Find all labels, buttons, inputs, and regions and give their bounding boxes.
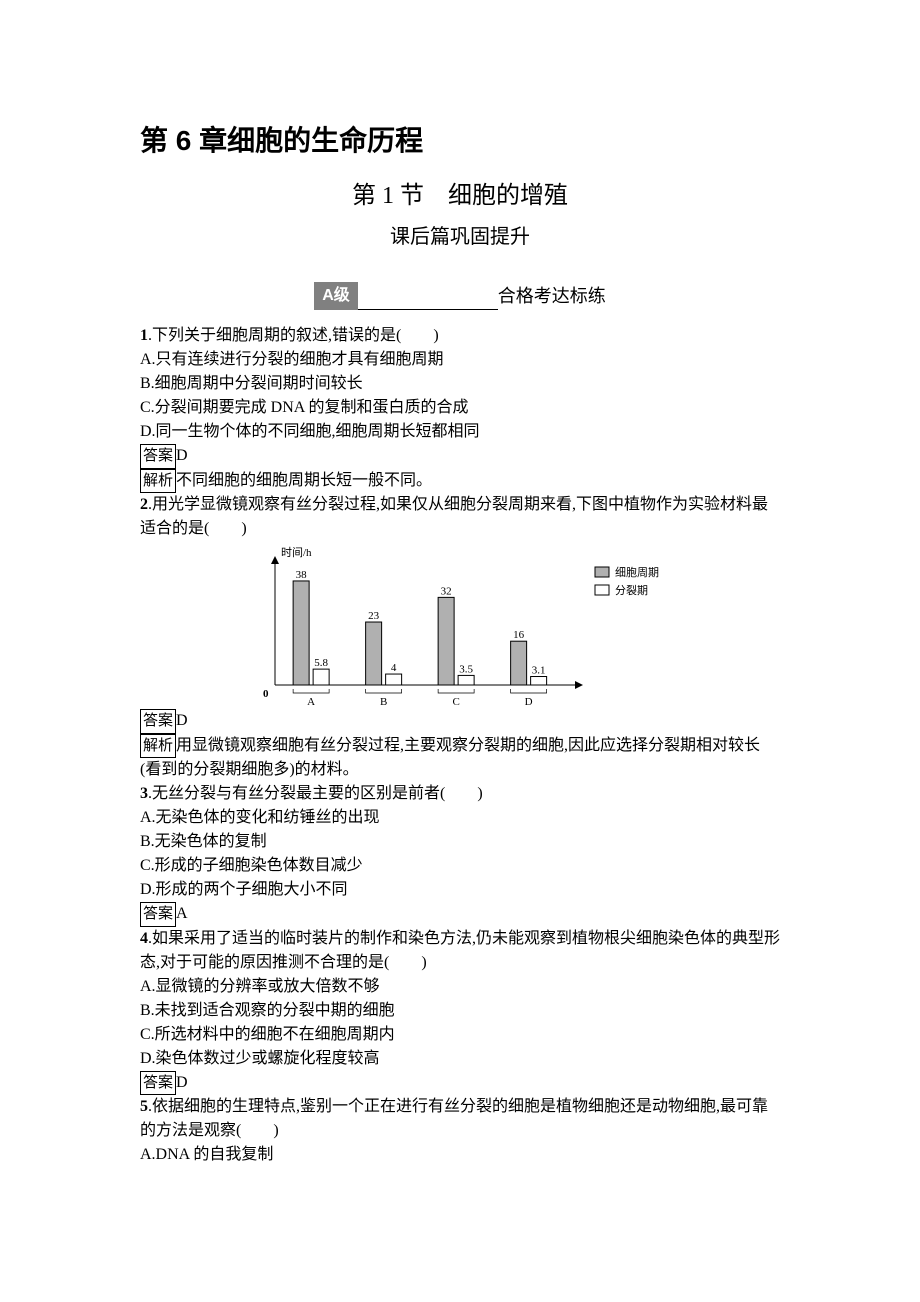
q1-opt-d: D.同一生物个体的不同细胞,细胞周期长短都相同 — [140, 420, 780, 444]
level-row: A级 合格考达标练 — [140, 282, 780, 310]
q1-exp: 不同细胞的细胞周期长短一般不同。 — [176, 472, 432, 489]
svg-text:分裂期: 分裂期 — [615, 584, 648, 597]
q1-stem-text: .下列关于细胞周期的叙述,错误的是( ) — [148, 327, 439, 344]
q5-stem: 5.依据细胞的生理特点,鉴别一个正在进行有丝分裂的细胞是植物细胞还是动物细胞,最… — [140, 1095, 780, 1143]
q1-ans: D — [176, 447, 188, 464]
explain-label: 解析 — [140, 734, 176, 759]
svg-text:0: 0 — [263, 688, 269, 700]
q5-opt-a: A.DNA 的自我复制 — [140, 1143, 780, 1167]
q5-stem-text: .依据细胞的生理特点,鉴别一个正在进行有丝分裂的细胞是植物细胞还是动物细胞,最可… — [140, 1098, 768, 1139]
q2-num: 2 — [140, 496, 148, 513]
q3-opt-b: B.无染色体的复制 — [140, 830, 780, 854]
q4-num: 4 — [140, 930, 148, 947]
q4-stem-text: .如果采用了适当的临时装片的制作和染色方法,仍未能观察到植物根尖细胞染色体的典型… — [140, 930, 780, 971]
svg-text:细胞周期: 细胞周期 — [615, 566, 659, 579]
q3-num: 3 — [140, 785, 148, 802]
chapter-title: 第 6 章细胞的生命历程 — [140, 120, 780, 162]
explain-label: 解析 — [140, 469, 176, 494]
q4-opt-b: B.未找到适合观察的分裂中期的细胞 — [140, 999, 780, 1023]
answer-label: 答案 — [140, 902, 176, 927]
svg-text:时间/h: 时间/h — [281, 546, 312, 559]
q4-opt-a: A.显微镜的分辨率或放大倍数不够 — [140, 975, 780, 999]
q1-num: 1 — [140, 327, 148, 344]
subtitle-suffix: 巩固提升 — [450, 226, 530, 248]
answer-label: 答案 — [140, 1071, 176, 1096]
q1-answer: 答案D — [140, 444, 780, 469]
svg-text:38: 38 — [296, 569, 308, 581]
q4-ans: D — [176, 1074, 188, 1091]
svg-text:5.8: 5.8 — [314, 657, 328, 669]
q1-explain: 解析不同细胞的细胞周期长短一般不同。 — [140, 469, 780, 494]
subtitle-prefix: 课后篇 — [390, 226, 450, 248]
q4-stem: 4.如果采用了适当的临时装片的制作和染色方法,仍未能观察到植物根尖细胞染色体的典… — [140, 927, 780, 975]
q4-answer: 答案D — [140, 1071, 780, 1096]
q2-stem: 2.用光学显微镜观察有丝分裂过程,如果仅从细胞分裂周期来看,下图中植物作为实验材… — [140, 493, 780, 541]
q2-chart: 时间/h 0 38 5.8 A 23 4 B 32 3.5 C 16 3.1 D 细胞周期分裂期 — [140, 545, 780, 705]
answer-label: 答案 — [140, 709, 176, 734]
svg-text:32: 32 — [441, 585, 452, 597]
q3-answer: 答案A — [140, 902, 780, 927]
q1-opt-c: C.分裂间期要完成 DNA 的复制和蛋白质的合成 — [140, 396, 780, 420]
q4-opt-d: D.染色体数过少或螺旋化程度较高 — [140, 1047, 780, 1071]
q1-opt-b: B.细胞周期中分裂间期时间较长 — [140, 372, 780, 396]
q3-opt-d: D.形成的两个子细胞大小不同 — [140, 878, 780, 902]
q1-opt-a: A.只有连续进行分裂的细胞才具有细胞周期 — [140, 348, 780, 372]
q2-answer: 答案D — [140, 709, 780, 734]
q2-ans: D — [176, 712, 188, 729]
svg-text:3.1: 3.1 — [532, 665, 546, 677]
svg-text:16: 16 — [513, 629, 525, 641]
svg-text:D: D — [525, 696, 533, 705]
subtitle: 课后篇巩固提升 — [140, 222, 780, 252]
q2-exp: 用显微镜观察细胞有丝分裂过程,主要观察分裂期的细胞,因此应选择分裂期相对较长(看… — [140, 737, 760, 779]
svg-text:4: 4 — [391, 662, 397, 674]
q3-stem: 3.无丝分裂与有丝分裂最主要的区别是前者( ) — [140, 782, 780, 806]
q4-opt-c: C.所选材料中的细胞不在细胞周期内 — [140, 1023, 780, 1047]
q3-opt-c: C.形成的子细胞染色体数目减少 — [140, 854, 780, 878]
svg-text:C: C — [452, 696, 459, 705]
q3-opt-a: A.无染色体的变化和纺锤丝的出现 — [140, 806, 780, 830]
q2-bar-chart: 时间/h 0 38 5.8 A 23 4 B 32 3.5 C 16 3.1 D 细胞周期分裂期 — [245, 545, 675, 705]
svg-text:A: A — [307, 696, 315, 705]
q3-stem-text: .无丝分裂与有丝分裂最主要的区别是前者( ) — [148, 785, 483, 802]
section-title: 第 1 节 细胞的增殖 — [140, 178, 780, 214]
q3-ans: A — [176, 905, 188, 922]
level-underline — [358, 287, 498, 310]
level-text: 合格考达标练 — [498, 283, 606, 310]
q5-num: 5 — [140, 1098, 148, 1115]
q1-stem: 1.下列关于细胞周期的叙述,错误的是( ) — [140, 324, 780, 348]
q2-explain: 解析用显微镜观察细胞有丝分裂过程,主要观察分裂期的细胞,因此应选择分裂期相对较长… — [140, 734, 780, 783]
svg-text:B: B — [380, 696, 387, 705]
answer-label: 答案 — [140, 444, 176, 469]
svg-text:3.5: 3.5 — [459, 663, 473, 675]
q2-stem-text: .用光学显微镜观察有丝分裂过程,如果仅从细胞分裂周期来看,下图中植物作为实验材料… — [140, 496, 768, 537]
level-badge: A级 — [314, 282, 358, 310]
svg-text:23: 23 — [368, 610, 380, 622]
